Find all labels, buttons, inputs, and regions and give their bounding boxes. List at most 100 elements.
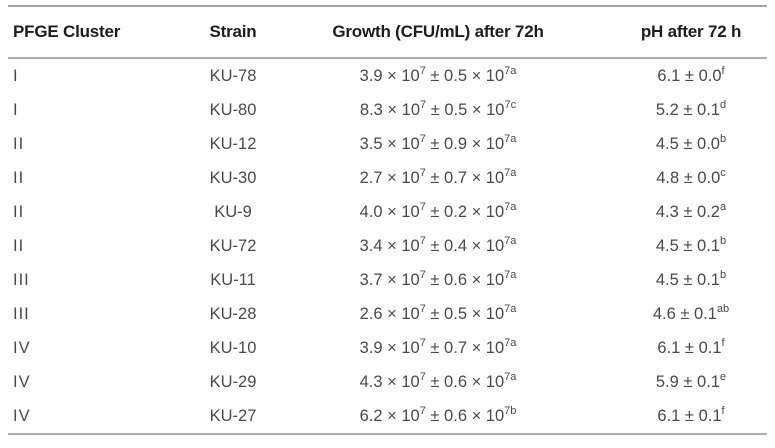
growth-mean: 4.3 × 10 (359, 372, 420, 391)
growth-exponent: 7 (419, 167, 426, 180)
cell-ph: 4.5 ± 0.0b (593, 127, 767, 161)
cell-growth: 3.4 × 107 ± 0.4 × 107a (283, 229, 593, 263)
growth-exponent: 7 (419, 235, 426, 248)
growth-mean: 3.7 × 10 (359, 270, 420, 289)
cell-pfge-cluster: III (13, 304, 30, 323)
cell-strain: KU-30 (209, 168, 257, 187)
growth-exponent-significance: 7a (504, 65, 517, 78)
ph-value: 6.1 ± 0.0 (657, 66, 722, 85)
growth-exponent: 7 (419, 405, 426, 418)
cell-ph: 6.1 ± 0.1f (593, 399, 767, 434)
growth-exponent-significance: 7a (504, 303, 517, 316)
cell-strain: KU-28 (209, 304, 257, 323)
cell-strain: KU-78 (209, 66, 257, 85)
growth-mean: 2.6 × 10 (359, 304, 420, 323)
ph-value: 4.5 ± 0.1 (655, 236, 720, 255)
cell-growth: 2.6 × 107 ± 0.5 × 107a (283, 297, 593, 331)
cell-ph: 5.9 ± 0.1e (593, 365, 767, 399)
growth-mean: 4.0 × 10 (359, 202, 420, 221)
ph-significance-letter: a (719, 201, 727, 214)
growth-exponent-significance: 7c (504, 99, 517, 112)
cell-pfge-cluster: II (13, 202, 25, 221)
growth-sd: ± 0.6 × 10 (425, 270, 505, 289)
growth-sd: ± 0.7 × 10 (425, 168, 505, 187)
ph-significance-letter: f (721, 405, 725, 418)
cell-growth: 4.3 × 107 ± 0.6 × 107a (283, 365, 593, 399)
cell-ph: 4.5 ± 0.1b (593, 263, 767, 297)
growth-exponent-significance: 7a (504, 269, 517, 282)
growth-sd: ± 0.5 × 10 (425, 304, 505, 323)
cell-growth: 4.0 × 107 ± 0.2 × 107a (283, 195, 593, 229)
growth-exponent-significance: 7a (504, 371, 517, 384)
cell-strain: KU-10 (209, 338, 257, 357)
cell-pfge-cluster: I (13, 66, 19, 85)
cell-growth: 2.7 × 107 ± 0.7 × 107a (283, 161, 593, 195)
table-row: IV KU-29 4.3 × 107 ± 0.6 × 107a 5.9 ± 0.… (8, 365, 767, 399)
cell-pfge-cluster: II (13, 236, 25, 255)
col-header-pfge-cluster: PFGE Cluster (8, 6, 183, 59)
cell-pfge-cluster: II (13, 134, 25, 153)
ph-significance-letter: b (719, 269, 727, 282)
ph-significance-letter: e (719, 371, 727, 384)
cell-pfge-cluster: III (13, 270, 30, 289)
table-row: II KU-30 2.7 × 107 ± 0.7 × 107a 4.8 ± 0.… (8, 161, 767, 195)
table-row: IV KU-10 3.9 × 107 ± 0.7 × 107a 6.1 ± 0.… (8, 331, 767, 365)
cell-ph: 6.1 ± 0.1f (593, 331, 767, 365)
growth-sd: ± 0.7 × 10 (425, 338, 505, 357)
ph-significance-letter: ab (716, 303, 730, 316)
growth-sd: ± 0.6 × 10 (425, 406, 505, 425)
ph-value: 5.2 ± 0.1 (655, 100, 720, 119)
growth-mean: 3.4 × 10 (359, 236, 420, 255)
ph-significance-letter: b (719, 133, 727, 146)
table-row: II KU-72 3.4 × 107 ± 0.4 × 107a 4.5 ± 0.… (8, 229, 767, 263)
ph-value: 6.1 ± 0.1 (657, 338, 722, 357)
col-header-growth: Growth (CFU/mL) after 72h (283, 6, 593, 59)
growth-mean: 3.9 × 10 (359, 338, 420, 357)
table-header: PFGE Cluster Strain Growth (CFU/mL) afte… (8, 6, 767, 59)
table-row: I KU-78 3.9 × 107 ± 0.5 × 107a 6.1 ± 0.0… (8, 58, 767, 93)
cell-growth: 3.9 × 107 ± 0.5 × 107a (283, 58, 593, 93)
growth-mean: 2.7 × 10 (359, 168, 420, 187)
ph-value: 4.5 ± 0.0 (655, 134, 720, 153)
ph-significance-letter: c (720, 167, 726, 180)
cell-ph: 5.2 ± 0.1d (593, 93, 767, 127)
cell-strain: KU-11 (210, 270, 256, 289)
growth-exponent: 7 (419, 269, 426, 282)
cell-ph: 4.8 ± 0.0c (593, 161, 767, 195)
growth-exponent: 7 (419, 133, 426, 146)
cell-growth: 3.7 × 107 ± 0.6 × 107a (283, 263, 593, 297)
col-header-ph: pH after 72 h (593, 6, 767, 59)
cell-strain: KU-12 (209, 134, 257, 153)
growth-mean: 3.5 × 10 (359, 134, 420, 153)
cell-pfge-cluster: IV (13, 338, 31, 357)
growth-mean: 6.2 × 10 (359, 406, 420, 425)
growth-exponent: 7 (419, 371, 426, 384)
growth-exponent-significance: 7b (504, 405, 517, 418)
cell-strain: KU-27 (209, 406, 257, 425)
cell-growth: 3.5 × 107 ± 0.9 × 107a (283, 127, 593, 161)
cell-growth: 3.9 × 107 ± 0.7 × 107a (283, 331, 593, 365)
growth-exponent: 7 (420, 99, 427, 112)
growth-sd: ± 0.5 × 10 (426, 100, 505, 119)
cell-pfge-cluster: IV (13, 372, 31, 391)
ph-value: 4.6 ± 0.1 (652, 304, 717, 323)
growth-exponent-significance: 7a (504, 133, 517, 146)
cell-growth: 8.3 × 107 ± 0.5 × 107c (283, 93, 593, 127)
cell-pfge-cluster: I (13, 100, 19, 119)
ph-value: 4.5 ± 0.1 (655, 270, 720, 289)
growth-exponent: 7 (419, 337, 426, 350)
ph-value: 4.3 ± 0.2 (655, 202, 720, 221)
growth-sd: ± 0.9 × 10 (425, 134, 505, 153)
cell-strain: KU-29 (209, 372, 257, 391)
growth-ph-table: PFGE Cluster Strain Growth (CFU/mL) afte… (8, 5, 767, 435)
table-row: IV KU-27 6.2 × 107 ± 0.6 × 107b 6.1 ± 0.… (8, 399, 767, 434)
cell-strain: KU-80 (209, 100, 257, 119)
col-header-strain: Strain (183, 6, 283, 59)
header-row: PFGE Cluster Strain Growth (CFU/mL) afte… (8, 6, 767, 59)
growth-sd: ± 0.4 × 10 (425, 236, 505, 255)
growth-exponent: 7 (419, 65, 426, 78)
ph-significance-letter: f (721, 337, 725, 350)
cell-strain: KU-72 (209, 236, 257, 255)
growth-mean: 8.3 × 10 (359, 100, 421, 119)
